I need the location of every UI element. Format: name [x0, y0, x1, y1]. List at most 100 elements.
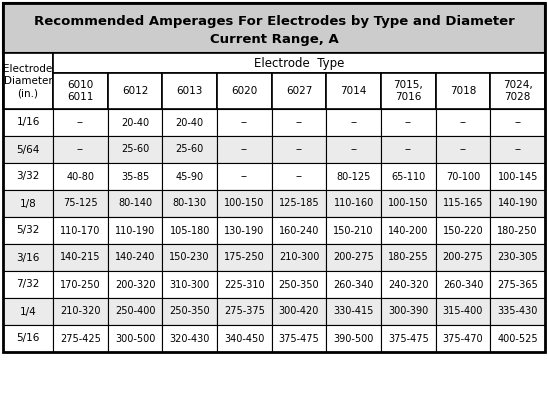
Text: 1/16: 1/16	[16, 118, 39, 127]
Bar	[326, 190, 381, 217]
Bar	[381, 244, 436, 271]
Text: 230-305: 230-305	[498, 252, 538, 262]
Bar	[436, 271, 490, 298]
Text: 275-365: 275-365	[497, 279, 538, 289]
Text: 175-250: 175-250	[224, 252, 265, 262]
Bar	[326, 271, 381, 298]
Text: 110-190: 110-190	[115, 225, 155, 235]
Bar	[53, 190, 107, 217]
Bar	[436, 190, 490, 217]
Bar	[53, 73, 107, 109]
Bar	[381, 298, 436, 325]
Text: --: --	[350, 118, 357, 127]
Bar	[3, 3, 545, 53]
Bar	[107, 325, 162, 352]
Bar	[381, 163, 436, 190]
Bar	[53, 325, 107, 352]
Bar	[53, 163, 107, 190]
Bar	[272, 136, 326, 163]
Bar	[3, 244, 53, 271]
Text: 320-430: 320-430	[169, 333, 210, 343]
Bar	[381, 271, 436, 298]
Bar	[217, 190, 272, 217]
Bar	[107, 73, 162, 109]
Text: 110-170: 110-170	[60, 225, 100, 235]
Text: 300-390: 300-390	[388, 306, 429, 316]
Text: 25-60: 25-60	[175, 145, 204, 154]
Text: 5/32: 5/32	[16, 225, 39, 235]
Bar	[217, 163, 272, 190]
Bar	[381, 73, 436, 109]
Text: Electrode  Type: Electrode Type	[254, 56, 344, 69]
Text: 150-230: 150-230	[169, 252, 210, 262]
Text: 110-160: 110-160	[334, 198, 374, 208]
Bar	[3, 271, 53, 298]
Text: 140-240: 140-240	[115, 252, 155, 262]
Bar	[107, 298, 162, 325]
Text: 5/16: 5/16	[16, 333, 39, 343]
Text: 115-165: 115-165	[443, 198, 483, 208]
Bar	[436, 136, 490, 163]
Bar	[272, 109, 326, 136]
Bar	[436, 73, 490, 109]
Text: 170-250: 170-250	[60, 279, 101, 289]
Bar	[490, 163, 545, 190]
Text: 6010
6011: 6010 6011	[67, 80, 94, 102]
Text: 80-130: 80-130	[173, 198, 207, 208]
Text: 130-190: 130-190	[224, 225, 265, 235]
Bar	[272, 271, 326, 298]
Text: 7014: 7014	[340, 86, 367, 96]
Text: Recommended Amperages For Electrodes by Type and Diameter: Recommended Amperages For Electrodes by …	[33, 15, 515, 29]
Text: 3/16: 3/16	[16, 252, 39, 262]
Text: 40-80: 40-80	[66, 172, 94, 181]
Bar	[490, 271, 545, 298]
Text: 25-60: 25-60	[121, 145, 149, 154]
Text: 7018: 7018	[450, 86, 476, 96]
Text: 310-300: 310-300	[169, 279, 210, 289]
Bar	[53, 136, 107, 163]
Bar	[3, 3, 545, 352]
Bar	[272, 163, 326, 190]
Bar	[381, 190, 436, 217]
Bar	[490, 109, 545, 136]
Text: 35-85: 35-85	[121, 172, 149, 181]
Bar	[3, 325, 53, 352]
Bar	[217, 136, 272, 163]
Text: 240-320: 240-320	[388, 279, 429, 289]
Text: 7/32: 7/32	[16, 279, 39, 289]
Text: 340-450: 340-450	[224, 333, 265, 343]
Bar	[272, 73, 326, 109]
Bar	[381, 325, 436, 352]
Bar	[272, 325, 326, 352]
Bar	[436, 163, 490, 190]
Text: 20-40: 20-40	[175, 118, 204, 127]
Text: 200-320: 200-320	[115, 279, 155, 289]
Bar	[162, 298, 217, 325]
Bar	[217, 73, 272, 109]
Bar	[162, 271, 217, 298]
Text: 140-200: 140-200	[388, 225, 429, 235]
Bar	[490, 217, 545, 244]
Text: 45-90: 45-90	[175, 172, 204, 181]
Text: 375-475: 375-475	[278, 333, 319, 343]
Bar	[326, 298, 381, 325]
Text: 210-300: 210-300	[279, 252, 319, 262]
Text: 330-415: 330-415	[334, 306, 374, 316]
Bar	[162, 244, 217, 271]
Text: 100-150: 100-150	[388, 198, 429, 208]
Text: --: --	[77, 118, 84, 127]
Bar	[107, 244, 162, 271]
Text: 75-125: 75-125	[63, 198, 98, 208]
Text: Current Range, A: Current Range, A	[210, 33, 338, 46]
Bar	[107, 217, 162, 244]
Text: --: --	[460, 118, 466, 127]
Bar	[53, 271, 107, 298]
Text: --: --	[295, 118, 302, 127]
Bar	[490, 190, 545, 217]
Text: --: --	[241, 145, 248, 154]
Text: 275-375: 275-375	[224, 306, 265, 316]
Bar	[326, 244, 381, 271]
Text: 315-400: 315-400	[443, 306, 483, 316]
Bar	[3, 136, 53, 163]
Bar	[162, 163, 217, 190]
